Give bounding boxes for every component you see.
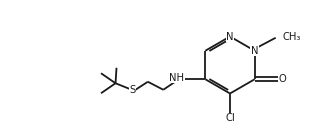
Text: CH₃: CH₃: [282, 32, 300, 42]
Text: S: S: [129, 85, 136, 95]
Text: O: O: [278, 74, 286, 84]
Text: N: N: [226, 32, 234, 42]
Text: N: N: [251, 46, 259, 56]
Text: Cl: Cl: [225, 113, 235, 123]
Text: NH: NH: [169, 73, 184, 83]
